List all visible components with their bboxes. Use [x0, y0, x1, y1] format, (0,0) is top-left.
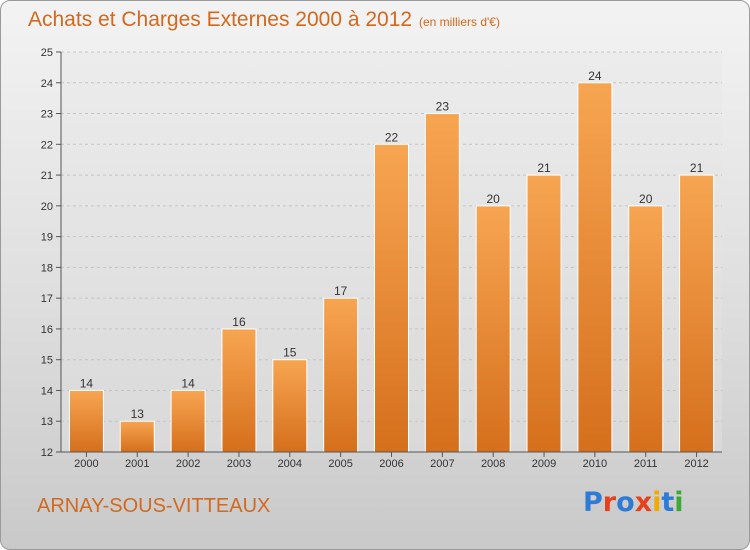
- bar-2002: [170, 389, 206, 453]
- bar-2001: [119, 420, 155, 453]
- y-tick-label: 23: [41, 109, 53, 121]
- y-tick-label: 14: [41, 385, 53, 397]
- logo-letter: P: [583, 487, 603, 518]
- logo-letter: x: [634, 487, 653, 518]
- bar-value-label: 14: [181, 376, 195, 390]
- x-tick-label: 2001: [125, 458, 149, 470]
- bar-value-label: 15: [283, 346, 297, 360]
- y-axis: 12 13 14 15 16 17 18 19 20 21 22 23 24 25: [41, 47, 62, 459]
- x-tick-label: 2008: [481, 458, 505, 470]
- y-tick-label: 15: [41, 355, 53, 367]
- x-tick-label: 2011: [634, 458, 658, 470]
- bar-value-label: 16: [232, 315, 246, 329]
- bar-2007: [424, 113, 460, 453]
- bar-value-label: 23: [436, 100, 450, 114]
- y-tick-label: 16: [41, 324, 53, 336]
- bar-2005: [323, 297, 359, 453]
- bar-2006: [374, 143, 409, 453]
- bar-2003: [221, 328, 257, 453]
- logo-letter: i: [652, 487, 662, 518]
- logo-letter: r: [602, 487, 617, 518]
- x-tick-label: 2010: [583, 458, 607, 470]
- bar-value-label: 24: [588, 69, 602, 83]
- proxiti-logo[interactable]: Proxiti: [583, 487, 684, 518]
- logo-letter: t: [661, 487, 675, 518]
- bars: 14 13 14 16 15 17 22 23 20 21 24 20 21: [68, 69, 715, 453]
- bar-2008: [475, 205, 511, 453]
- x-tick-label: 2006: [379, 458, 403, 470]
- x-tick-label: 2002: [176, 458, 200, 470]
- city-name: ARNAY-SOUS-VITTEAUX: [37, 495, 271, 517]
- x-axis: 2000 2001 2002 2003 2004 2005 2006 2007 2008 2009…: [61, 451, 722, 470]
- bar-2010: [577, 82, 613, 453]
- logo-letter: i: [674, 487, 684, 518]
- x-tick-label: 2012: [684, 458, 708, 470]
- x-tick-label: 2009: [532, 458, 556, 470]
- bar-value-label: 22: [385, 130, 399, 144]
- bar-2004: [272, 359, 308, 453]
- chart-title: Achats et Charges Externes 2000 à 2012: [28, 8, 413, 31]
- bar-value-label: 20: [639, 192, 653, 206]
- y-tick-label: 17: [41, 293, 53, 305]
- x-tick-label: 2007: [430, 458, 454, 470]
- bar-2009: [526, 174, 562, 453]
- bar-value-label: 20: [487, 192, 501, 206]
- logo-letter: o: [616, 487, 635, 518]
- x-tick-label: 2005: [328, 458, 352, 470]
- bar-value-label: 21: [537, 161, 551, 175]
- y-tick-label: 12: [41, 447, 53, 459]
- y-tick-label: 25: [41, 47, 53, 59]
- bar-value-label: 13: [131, 407, 145, 421]
- x-tick-label: 2004: [278, 458, 302, 470]
- x-tick-label: 2000: [74, 458, 98, 470]
- y-tick-label: 18: [41, 262, 53, 274]
- bar-2011: [628, 205, 664, 453]
- bar-2000: [68, 389, 104, 453]
- y-tick-label: 21: [41, 170, 53, 182]
- bar-2012: [679, 174, 715, 453]
- bar-value-label: 17: [334, 284, 348, 298]
- bar-value-label: 21: [690, 161, 704, 175]
- bar-value-label: 14: [80, 376, 94, 390]
- y-tick-label: 13: [41, 416, 53, 428]
- y-tick-label: 20: [41, 201, 53, 213]
- x-tick-label: 2003: [227, 458, 251, 470]
- chart-subtitle: (en milliers d'€): [419, 15, 500, 29]
- y-tick-label: 22: [41, 139, 53, 151]
- y-tick-label: 24: [41, 78, 53, 90]
- y-tick-label: 19: [41, 232, 53, 244]
